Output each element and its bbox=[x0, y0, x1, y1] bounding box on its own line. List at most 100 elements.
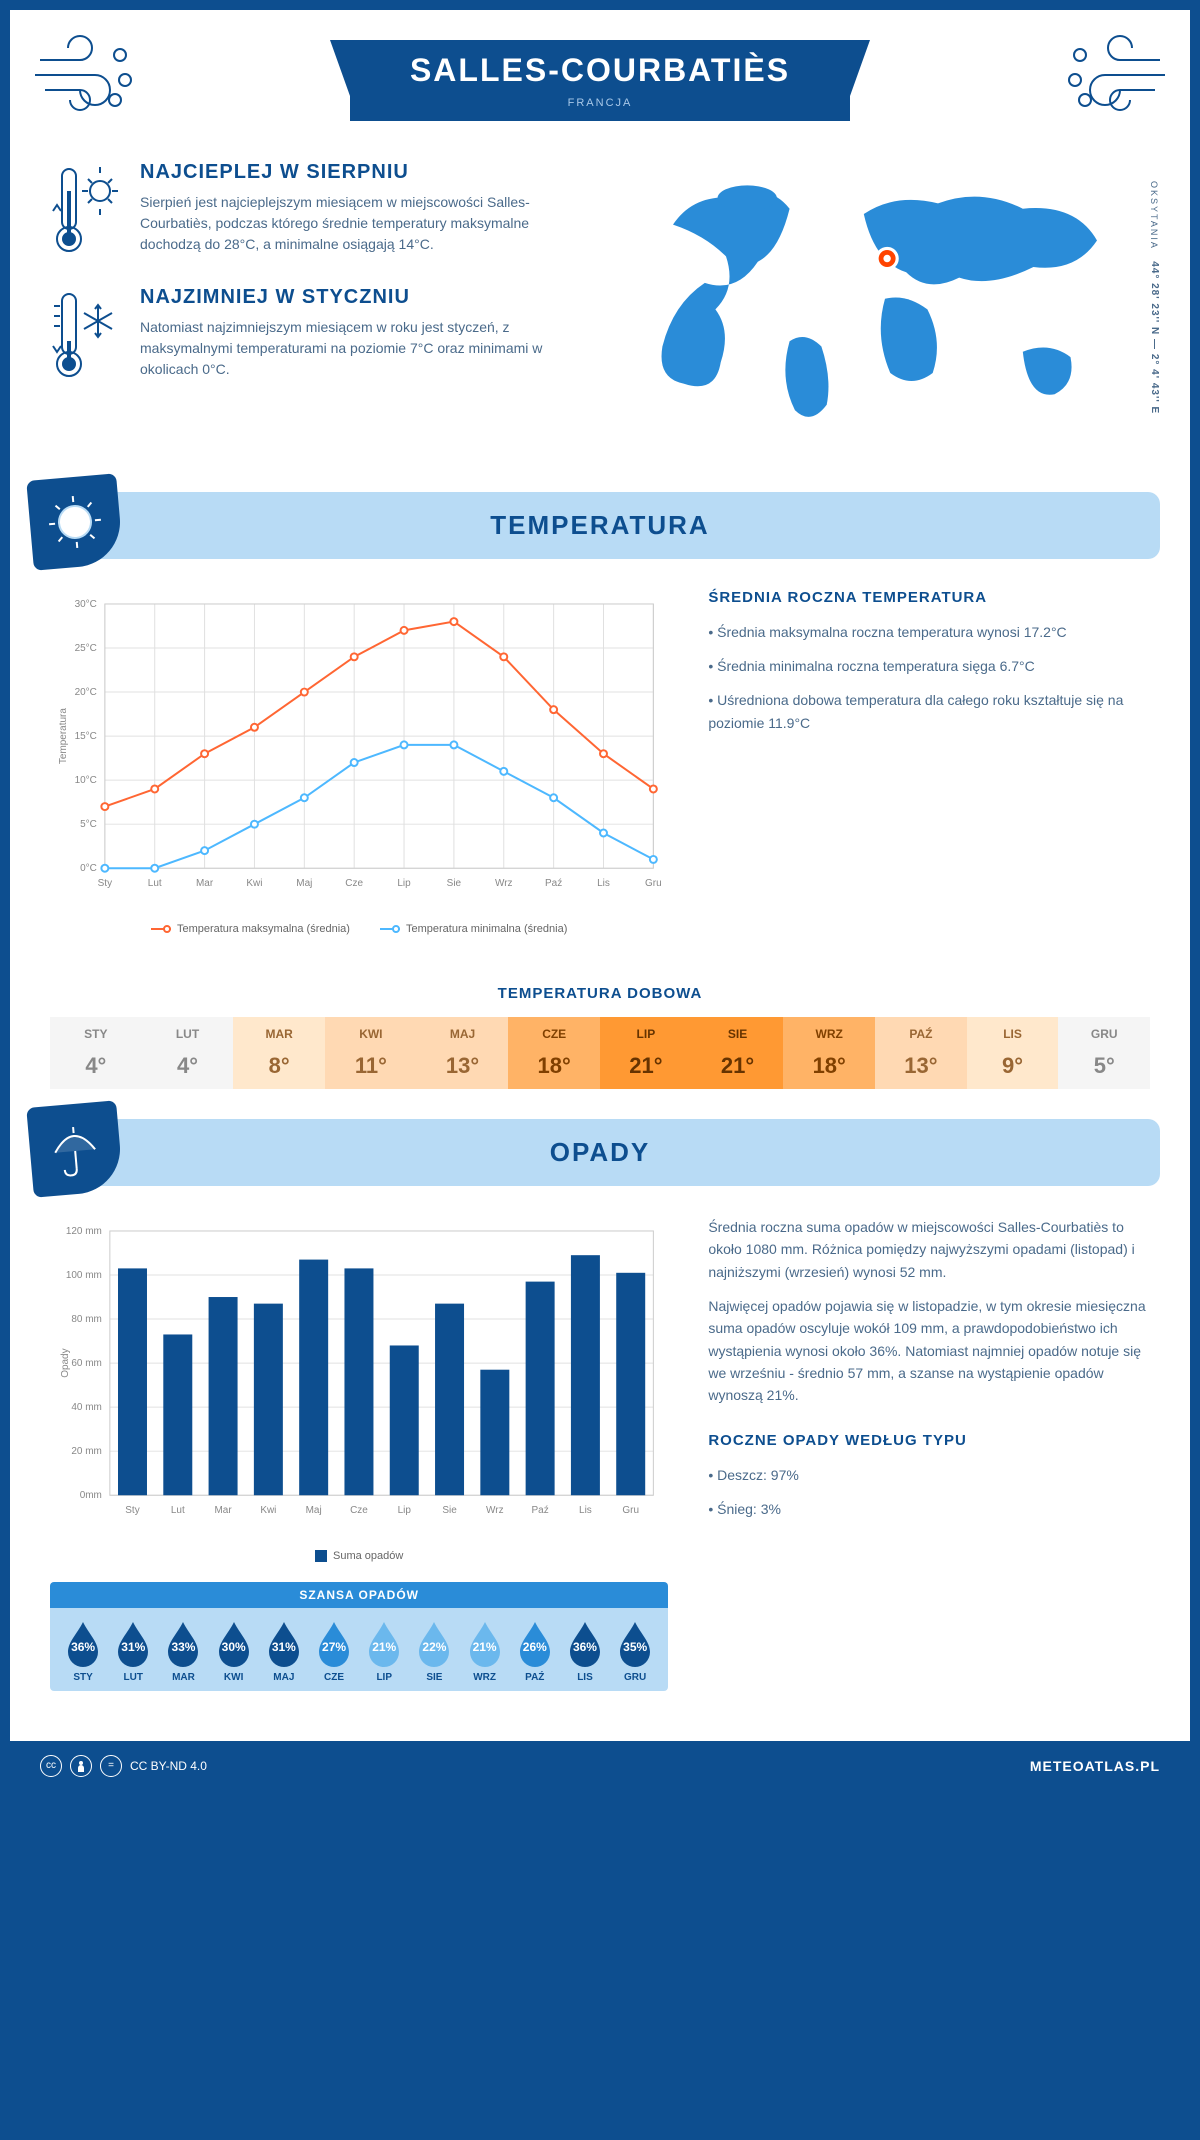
svg-text:80 mm: 80 mm bbox=[71, 1314, 101, 1325]
svg-text:30°C: 30°C bbox=[75, 599, 97, 610]
daily-temp-grid: STY 4° LUT 4° MAR 8° KWI 11° MAJ 13° CZE… bbox=[50, 1017, 1150, 1089]
cold-fact-title: NAJZIMNIEJ W STYCZNIU bbox=[140, 286, 580, 309]
daily-cell: LIS 9° bbox=[967, 1017, 1059, 1089]
thermometer-hot-icon bbox=[50, 161, 120, 261]
svg-text:Gru: Gru bbox=[645, 878, 662, 889]
daily-cell: SIE 21° bbox=[692, 1017, 784, 1089]
world-map: OKSYTANIA 44° 28' 23'' N — 2° 4' 43'' E bbox=[620, 161, 1150, 442]
rain-drop-cell: 31% LUT bbox=[108, 1620, 158, 1683]
temperature-title: TEMPERATURA bbox=[60, 510, 1140, 541]
rain-drop-cell: 26% PAŹ bbox=[510, 1620, 560, 1683]
svg-text:25°C: 25°C bbox=[75, 643, 97, 654]
svg-text:Sty: Sty bbox=[98, 878, 112, 889]
svg-text:20 mm: 20 mm bbox=[71, 1446, 101, 1457]
license-text: CC BY-ND 4.0 bbox=[130, 1759, 207, 1773]
rain-drop-cell: 31% MAJ bbox=[259, 1620, 309, 1683]
coordinates: OKSYTANIA 44° 28' 23'' N — 2° 4' 43'' E bbox=[1149, 181, 1160, 414]
city-name: SALLES-COURBATIÈS bbox=[410, 52, 790, 89]
svg-text:Temperatura: Temperatura bbox=[58, 707, 69, 763]
svg-text:10°C: 10°C bbox=[75, 775, 97, 786]
temperature-line-chart: 0°C 5°C 10°C 15°C 20°C 25°C 30°C Sty Lut Mar Kwi Ma… bbox=[50, 589, 668, 908]
svg-text:Opady: Opady bbox=[60, 1348, 71, 1377]
svg-text:Kwi: Kwi bbox=[246, 878, 262, 889]
cc-icon: cc bbox=[40, 1755, 62, 1777]
svg-text:Lip: Lip bbox=[397, 878, 411, 889]
header: SALLES-COURBATIÈS FRANCJA bbox=[10, 10, 1190, 131]
rain-legend: Suma opadów bbox=[50, 1550, 668, 1562]
svg-text:Sie: Sie bbox=[447, 878, 462, 889]
hot-fact: NAJCIEPLEJ W SIERPNIU Sierpień jest najc… bbox=[50, 161, 580, 261]
thermometer-cold-icon bbox=[50, 286, 120, 386]
rain-section-header: OPADY bbox=[40, 1119, 1160, 1186]
svg-text:Lis: Lis bbox=[597, 878, 610, 889]
rain-drop-cell: 35% GRU bbox=[610, 1620, 660, 1683]
daily-cell: KWI 11° bbox=[325, 1017, 417, 1089]
svg-text:Lip: Lip bbox=[398, 1505, 412, 1516]
wind-icon bbox=[30, 35, 150, 115]
svg-text:0mm: 0mm bbox=[80, 1490, 102, 1501]
svg-text:Cze: Cze bbox=[350, 1505, 368, 1516]
title-banner: SALLES-COURBATIÈS FRANCJA bbox=[350, 40, 850, 121]
svg-text:40 mm: 40 mm bbox=[71, 1402, 101, 1413]
temperature-section-header: TEMPERATURA bbox=[40, 492, 1160, 559]
daily-cell: CZE 18° bbox=[508, 1017, 600, 1089]
hot-fact-text: Sierpień jest najcieplejszym miesiącem w… bbox=[140, 192, 580, 255]
footer-brand: METEOATLAS.PL bbox=[1030, 1758, 1160, 1774]
svg-text:Mar: Mar bbox=[214, 1505, 232, 1516]
daily-cell: STY 4° bbox=[50, 1017, 142, 1089]
rain-drop-cell: 22% SIE bbox=[409, 1620, 459, 1683]
daily-temp-title: TEMPERATURA DOBOWA bbox=[10, 985, 1190, 1002]
rain-drop-cell: 36% LIS bbox=[560, 1620, 610, 1683]
svg-text:Paź: Paź bbox=[545, 878, 562, 889]
rain-side-text: Średnia roczna suma opadów w miejscowośc… bbox=[708, 1216, 1150, 1407]
daily-cell: PAŹ 13° bbox=[875, 1017, 967, 1089]
hot-fact-title: NAJCIEPLEJ W SIERPNIU bbox=[140, 161, 580, 184]
infographic-page: SALLES-COURBATIÈS FRANCJA bbox=[10, 10, 1190, 1791]
rain-drop-cell: 21% LIP bbox=[359, 1620, 409, 1683]
rain-drop-cell: 27% CZE bbox=[309, 1620, 359, 1683]
svg-text:100 mm: 100 mm bbox=[66, 1270, 102, 1281]
cold-fact-text: Natomiast najzimniejszym miesiącem w rok… bbox=[140, 317, 580, 380]
temperature-chart-row: 0°C 5°C 10°C 15°C 20°C 25°C 30°C Sty Lut Mar Kwi Ma… bbox=[10, 589, 1190, 965]
svg-text:15°C: 15°C bbox=[75, 731, 97, 742]
rain-drop-cell: 36% STY bbox=[58, 1620, 108, 1683]
wind-icon bbox=[1050, 35, 1170, 115]
svg-text:20°C: 20°C bbox=[75, 687, 97, 698]
cc-by-icon bbox=[70, 1755, 92, 1777]
rain-drop-cell: 30% KWI bbox=[209, 1620, 259, 1683]
daily-cell: GRU 5° bbox=[1058, 1017, 1150, 1089]
svg-text:Lut: Lut bbox=[148, 878, 162, 889]
svg-text:Sty: Sty bbox=[125, 1505, 139, 1516]
intro-section: NAJCIEPLEJ W SIERPNIU Sierpień jest najc… bbox=[10, 131, 1190, 472]
svg-text:Maj: Maj bbox=[306, 1505, 322, 1516]
svg-text:5°C: 5°C bbox=[80, 819, 97, 830]
svg-text:Lis: Lis bbox=[579, 1505, 592, 1516]
temp-side-title: ŚREDNIA ROCZNA TEMPERATURA bbox=[708, 589, 1150, 606]
temp-side-bullets: • Średnia maksymalna roczna temperatura … bbox=[708, 621, 1150, 735]
svg-text:Maj: Maj bbox=[296, 878, 312, 889]
rain-chance-panel: SZANSA OPADÓW 36% STY 31% LUT 33% MAR bbox=[50, 1582, 668, 1691]
rain-chance-title: SZANSA OPADÓW bbox=[50, 1582, 668, 1608]
rain-title: OPADY bbox=[60, 1137, 1140, 1168]
umbrella-icon bbox=[26, 1100, 124, 1198]
rain-type-title: ROCZNE OPADY WEDŁUG TYPU bbox=[708, 1432, 1150, 1449]
cc-nd-icon: = bbox=[100, 1755, 122, 1777]
svg-text:Wrz: Wrz bbox=[495, 878, 513, 889]
daily-cell: WRZ 18° bbox=[783, 1017, 875, 1089]
daily-cell: MAJ 13° bbox=[417, 1017, 509, 1089]
svg-text:120 mm: 120 mm bbox=[66, 1226, 102, 1237]
rain-chart-row: 0mm20 mm40 mm60 mm80 mm100 mm120 mmStyLu… bbox=[10, 1216, 1190, 1741]
svg-text:Wrz: Wrz bbox=[486, 1505, 504, 1516]
svg-text:Paź: Paź bbox=[532, 1505, 549, 1516]
daily-cell: LIP 21° bbox=[600, 1017, 692, 1089]
svg-text:Gru: Gru bbox=[622, 1505, 639, 1516]
svg-text:Lut: Lut bbox=[171, 1505, 185, 1516]
svg-text:Cze: Cze bbox=[345, 878, 363, 889]
rain-bar-chart: 0mm20 mm40 mm60 mm80 mm100 mm120 mmStyLu… bbox=[50, 1216, 668, 1535]
svg-text:Kwi: Kwi bbox=[260, 1505, 276, 1516]
svg-text:Mar: Mar bbox=[196, 878, 214, 889]
svg-text:0°C: 0°C bbox=[80, 863, 97, 874]
rain-drop-cell: 33% MAR bbox=[158, 1620, 208, 1683]
footer: cc = CC BY-ND 4.0 METEOATLAS.PL bbox=[10, 1741, 1190, 1791]
svg-text:Sie: Sie bbox=[442, 1505, 457, 1516]
